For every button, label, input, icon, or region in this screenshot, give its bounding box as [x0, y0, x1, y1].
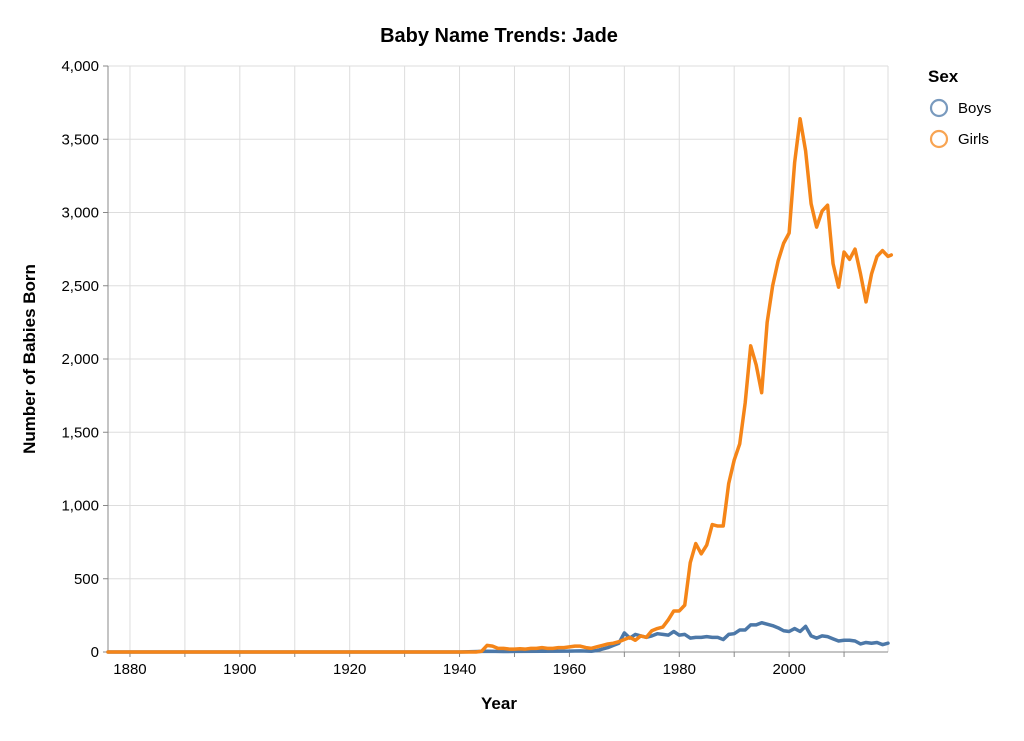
y-tick-label: 0 [91, 644, 99, 661]
x-tick-label: 1880 [113, 661, 146, 678]
legend-title: Sex [928, 67, 959, 86]
legend: Sex Boys Girls [928, 67, 991, 149]
grid [108, 65, 889, 653]
y-tick-label: 2,500 [61, 278, 99, 295]
y-tick-label: 1,500 [61, 424, 99, 441]
chart-title: Baby Name Trends: Jade [380, 25, 618, 47]
x-tick-label: 1900 [223, 661, 256, 678]
y-tick-label: 3,500 [61, 131, 99, 148]
y-axis-title: Number of Babies Born [20, 264, 39, 454]
y-tick-label: 500 [74, 571, 99, 588]
legend-label-girls: Girls [958, 131, 989, 148]
series-line-girls [106, 116, 894, 654]
y-tick-label: 4,000 [61, 58, 99, 75]
x-tick-label: 1940 [443, 661, 476, 678]
y-tick-label: 3,000 [61, 205, 99, 222]
legend-symbol-boys [929, 98, 949, 118]
x-tick-label: 1980 [663, 661, 696, 678]
legend-label-boys: Boys [958, 100, 991, 117]
x-axis-title: Year [481, 694, 517, 713]
series-lines [106, 116, 894, 654]
series-line-boys [106, 620, 890, 654]
x-tick-label: 1920 [333, 661, 366, 678]
legend-symbol-girls [929, 129, 949, 149]
y-tick-label: 1,000 [61, 498, 99, 515]
x-tick-label: 2000 [772, 661, 805, 678]
y-tick-label: 2,000 [61, 351, 99, 368]
x-tick-label: 1960 [553, 661, 586, 678]
